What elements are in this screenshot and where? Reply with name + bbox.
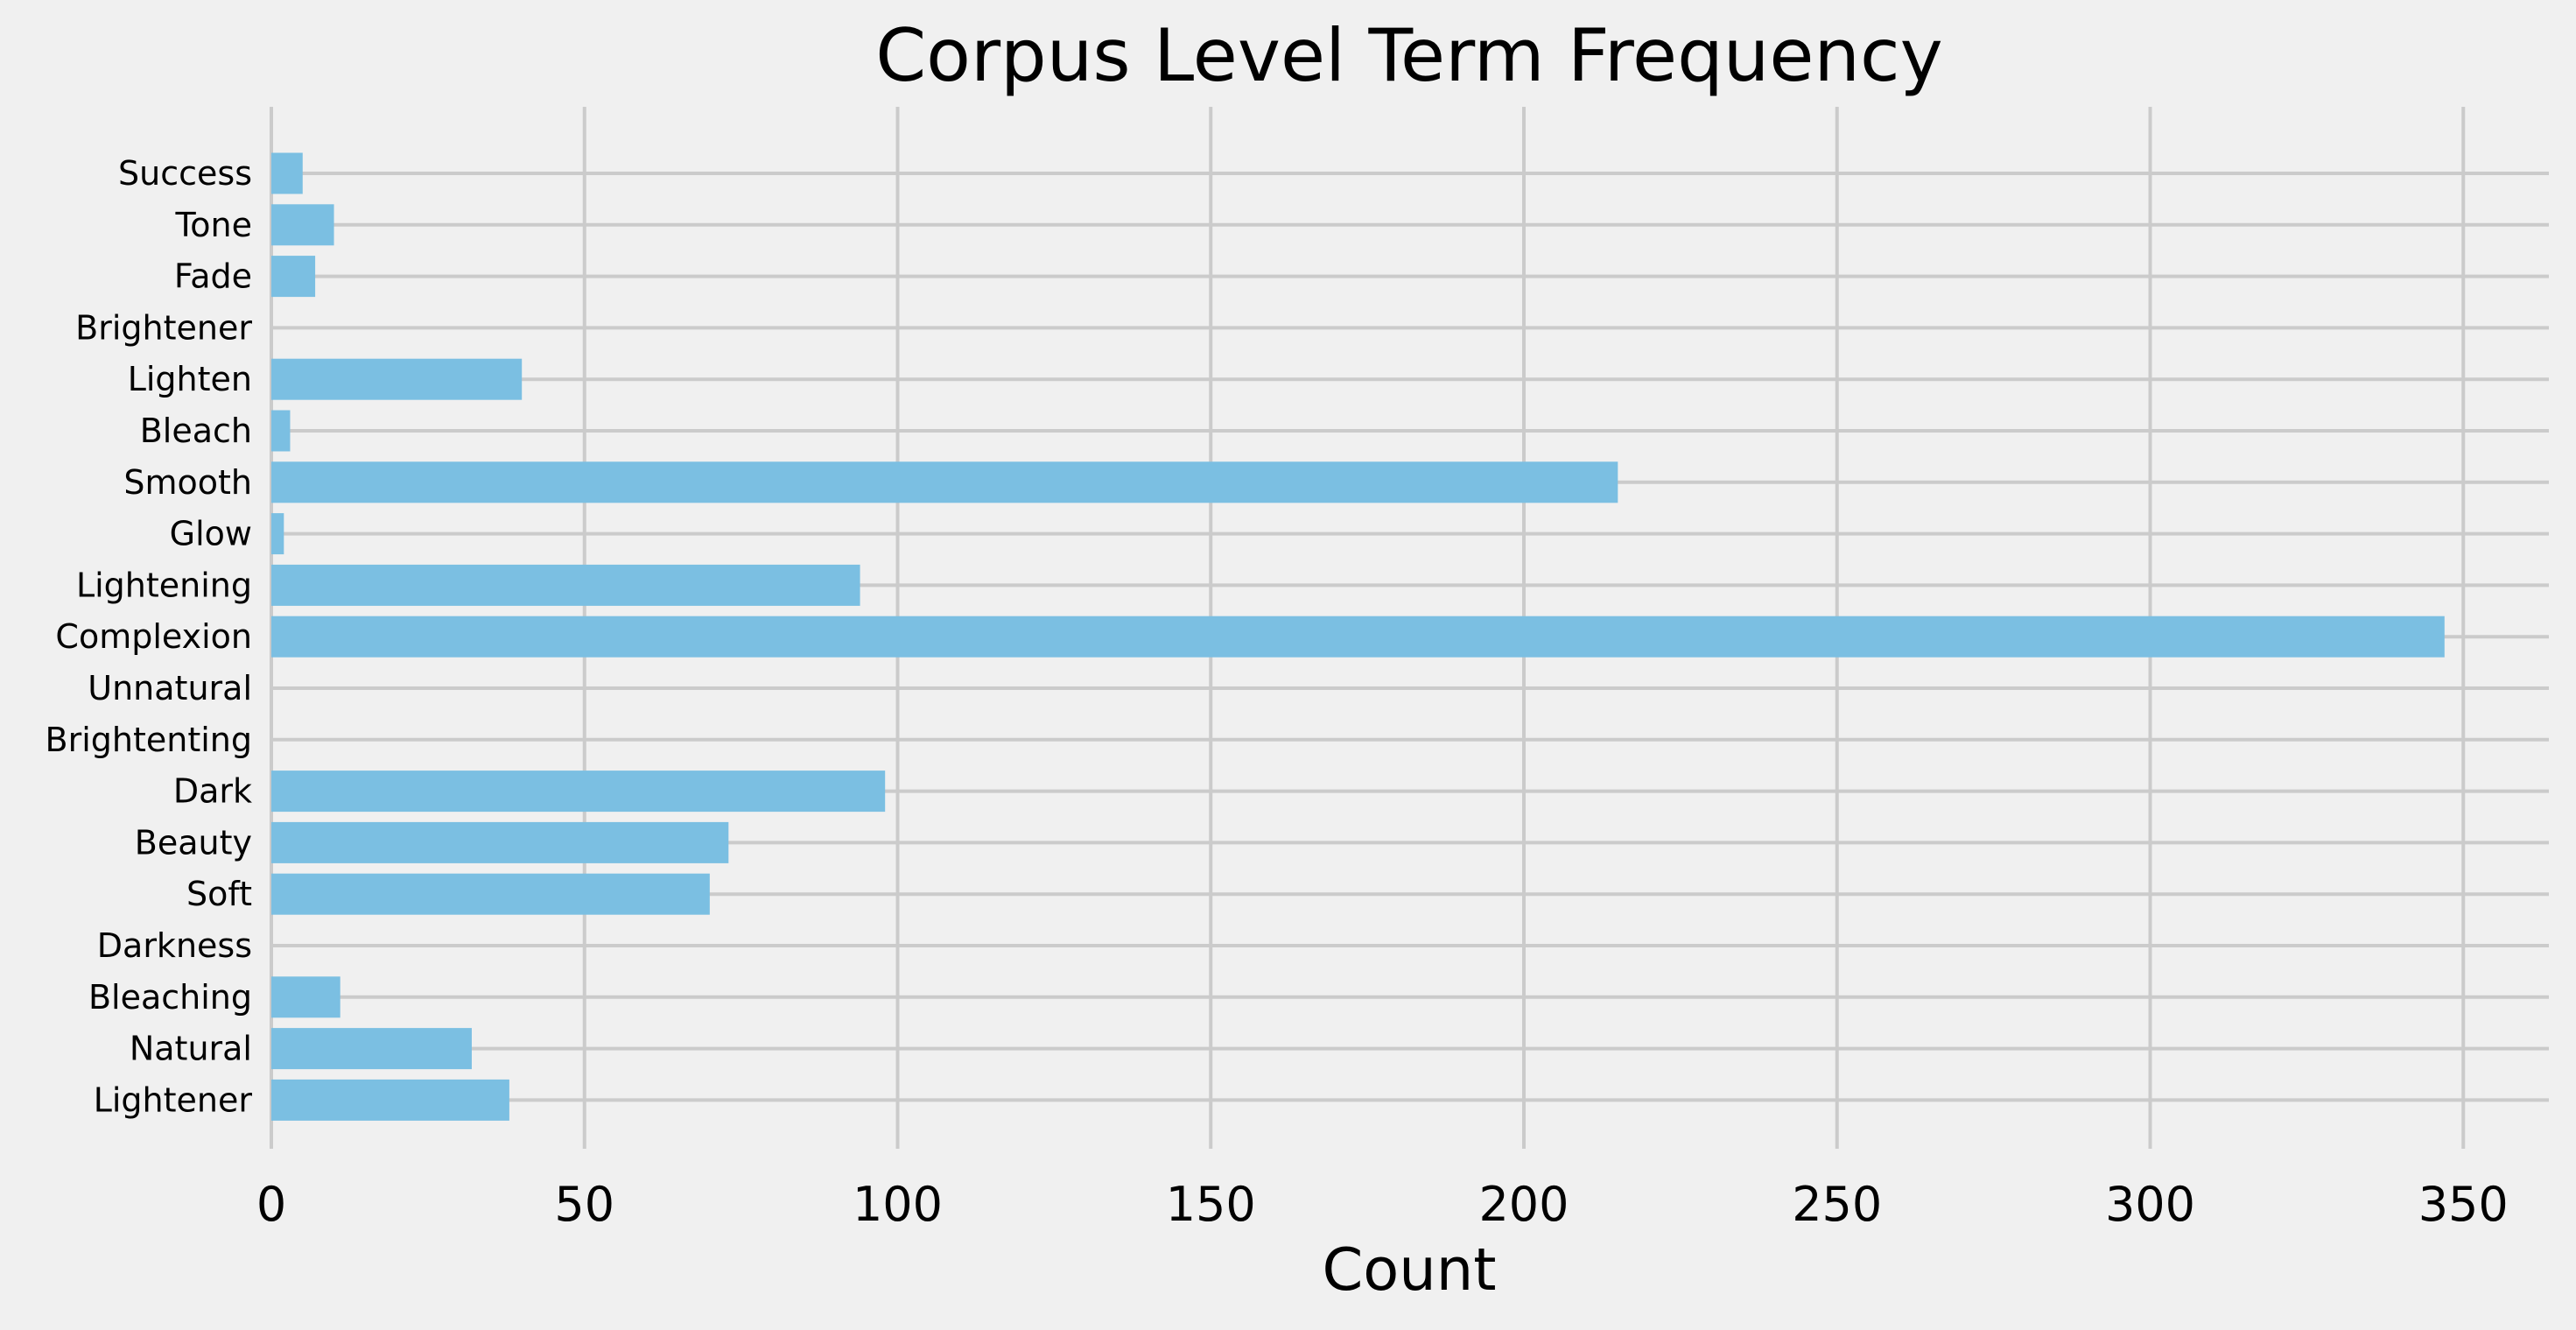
- bar-smooth: [271, 461, 1618, 503]
- category-label: Bleach: [140, 412, 252, 450]
- category-label: Beauty: [135, 823, 252, 862]
- category-label: Bleaching: [88, 978, 252, 1017]
- bar-beauty: [271, 821, 729, 863]
- bar-bleach: [271, 410, 291, 452]
- category-labels: Success Tone Fade Brightener Lighten Bleach Sm…: [46, 154, 253, 1119]
- x-axis-title: Count: [1323, 1235, 1497, 1304]
- x-tick-label: 50: [554, 1177, 614, 1232]
- bar-complexion: [271, 616, 2445, 658]
- category-label: Lightener: [94, 1080, 253, 1119]
- bar-layer: [271, 152, 2445, 1121]
- bar-bleaching: [271, 976, 340, 1018]
- category-label: Smooth: [123, 463, 252, 502]
- bar-soft: [271, 873, 710, 915]
- category-label: Brightenting: [46, 721, 252, 759]
- category-label: Tone: [175, 206, 252, 244]
- x-tick-label: 0: [256, 1177, 286, 1232]
- category-label: Darkness: [97, 926, 252, 965]
- category-label: Lightening: [76, 566, 252, 604]
- bar-natural: [271, 1028, 472, 1070]
- x-tick-label: 300: [2105, 1177, 2195, 1232]
- x-tick-label: 100: [853, 1177, 943, 1232]
- category-label: Fade: [174, 257, 252, 296]
- category-label: Success: [118, 154, 252, 193]
- category-label: Glow: [170, 515, 252, 553]
- category-label: Natural: [130, 1030, 252, 1068]
- x-tick-label: 200: [1478, 1177, 1569, 1232]
- x-tick-label: 150: [1166, 1177, 1256, 1232]
- bar-tone: [271, 204, 334, 246]
- x-tick-label: 250: [1792, 1177, 1882, 1232]
- bar-glow: [271, 513, 284, 555]
- x-tick-labels: 0 50 100 150 200 250 300 350: [256, 1177, 2509, 1232]
- bar-dark: [271, 771, 886, 813]
- category-label: Unnatural: [88, 669, 252, 707]
- category-label: Brightener: [75, 308, 252, 347]
- bar-lightening: [271, 564, 860, 606]
- category-label: Lighten: [128, 360, 252, 398]
- category-label: Complexion: [55, 617, 252, 656]
- category-label: Dark: [173, 772, 252, 811]
- bar-lightener: [271, 1079, 509, 1121]
- bar-fade: [271, 256, 316, 298]
- bar-lighten: [271, 358, 523, 400]
- x-tick-label: 350: [2418, 1177, 2509, 1232]
- chart-title: Corpus Level Term Frequency: [875, 13, 1943, 98]
- bar-success: [271, 152, 303, 194]
- category-label: Soft: [186, 875, 252, 913]
